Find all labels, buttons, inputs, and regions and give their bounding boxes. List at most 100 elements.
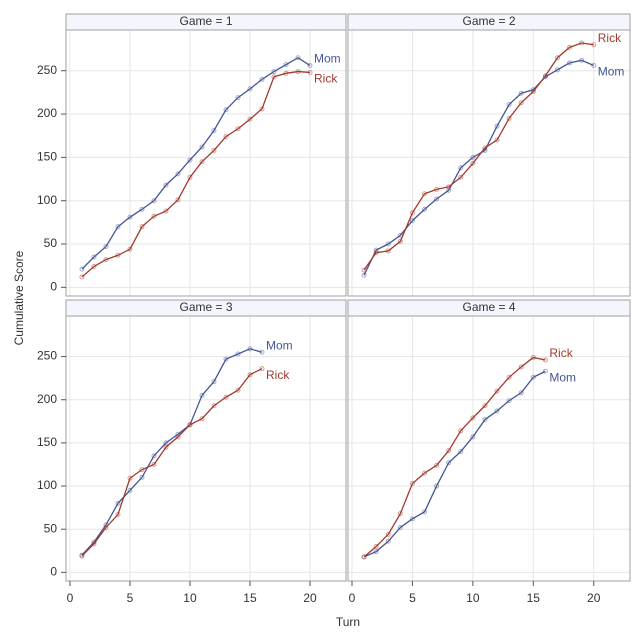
point: [247, 346, 253, 352]
series-label: Mom: [314, 52, 341, 66]
point: [199, 144, 205, 150]
point: [211, 128, 217, 134]
point: [409, 210, 415, 216]
point: [458, 449, 464, 455]
series-line: [81, 368, 263, 557]
x-tick-label: 10: [183, 591, 197, 605]
point: [151, 213, 157, 219]
point: [422, 191, 428, 197]
point: [385, 248, 391, 254]
point: [482, 403, 488, 409]
point: [127, 214, 133, 220]
point: [434, 186, 440, 192]
series-label: Mom: [266, 338, 293, 352]
point: [373, 549, 379, 555]
point: [554, 55, 560, 61]
point: [235, 351, 241, 357]
point: [91, 264, 97, 270]
point: [223, 134, 229, 140]
point: [422, 206, 428, 212]
point: [494, 137, 500, 143]
point: [247, 116, 253, 122]
point: [235, 95, 241, 101]
series-line: [363, 370, 546, 558]
y-tick-label: 50: [44, 521, 58, 535]
series-line: [363, 356, 546, 558]
point: [163, 208, 169, 214]
point: [579, 40, 585, 46]
point: [422, 509, 428, 515]
point: [409, 480, 415, 486]
point: [115, 224, 121, 230]
point: [530, 354, 536, 360]
point: [175, 434, 181, 440]
point: [530, 89, 536, 95]
point: [151, 461, 157, 467]
point: [470, 434, 476, 440]
series-label: Rick: [266, 368, 290, 382]
point: [434, 483, 440, 489]
panel-frame: [347, 29, 631, 297]
point: [199, 416, 205, 422]
point: [199, 159, 205, 165]
panel-frame: [65, 29, 347, 297]
point: [79, 274, 85, 280]
point: [530, 374, 536, 380]
x-tick-label: 15: [527, 591, 541, 605]
x-tick-label: 5: [127, 591, 134, 605]
point: [458, 165, 464, 171]
point: [446, 448, 452, 454]
point: [247, 372, 253, 378]
point: [247, 86, 253, 92]
series-line: [81, 70, 311, 278]
point: [554, 67, 560, 73]
point: [259, 106, 265, 112]
point: [235, 126, 241, 132]
point: [307, 63, 313, 69]
point: [506, 102, 512, 108]
point: [422, 470, 428, 476]
series-line: [363, 42, 594, 271]
point: [139, 206, 145, 212]
x-tick-label: 5: [409, 591, 416, 605]
point: [518, 100, 524, 106]
point: [271, 69, 277, 75]
point: [494, 408, 500, 414]
point: [295, 69, 301, 75]
point: [115, 512, 121, 518]
point: [494, 123, 500, 129]
y-tick-label: 0: [50, 565, 57, 579]
point: [175, 171, 181, 177]
series-label: Mom: [549, 370, 576, 384]
point: [482, 417, 488, 423]
point: [91, 254, 97, 260]
point: [163, 182, 169, 188]
point: [283, 62, 289, 68]
point: [591, 63, 597, 69]
point: [458, 428, 464, 434]
point: [567, 60, 573, 66]
x-tick-label: 0: [349, 591, 356, 605]
point: [235, 387, 241, 393]
point: [307, 69, 313, 75]
point: [591, 42, 597, 48]
point: [223, 394, 229, 400]
point: [542, 368, 548, 374]
point: [506, 374, 512, 380]
point: [175, 197, 181, 203]
point: [542, 357, 548, 363]
point: [127, 487, 133, 493]
point: [211, 147, 217, 153]
point: [518, 364, 524, 370]
y-tick-label: 50: [44, 236, 58, 250]
point: [518, 90, 524, 96]
point: [470, 415, 476, 421]
point: [103, 524, 109, 530]
series-label: Rick: [598, 31, 622, 45]
point: [295, 55, 301, 61]
point: [259, 366, 265, 372]
point: [211, 379, 217, 385]
point: [187, 422, 193, 428]
point: [458, 174, 464, 180]
point: [397, 238, 403, 244]
